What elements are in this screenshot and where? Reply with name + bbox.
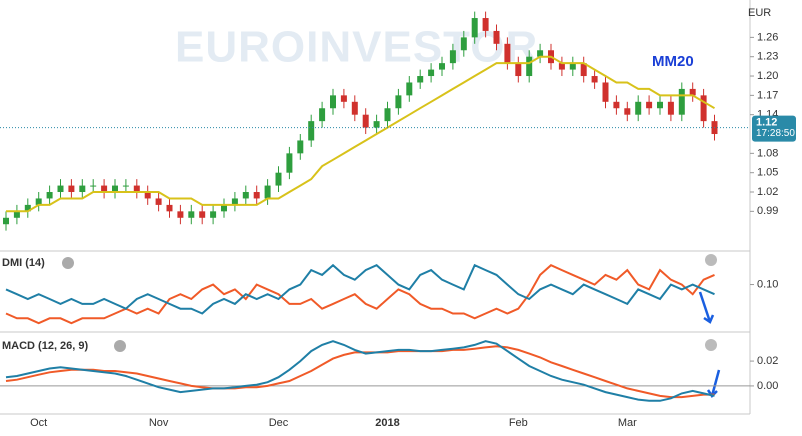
candle-body (602, 82, 609, 102)
candle-body (3, 217, 9, 225)
candle-body (275, 172, 282, 186)
currency-label: EUR (748, 7, 771, 19)
candle-body (667, 101, 674, 115)
candle-body (428, 69, 435, 77)
candle-body (482, 18, 489, 31)
annotation: MM20 (652, 53, 694, 70)
x-tick-label: Nov (149, 417, 169, 429)
settings-icon[interactable] (62, 257, 74, 269)
candle-body (188, 211, 195, 218)
candle-body (144, 192, 151, 199)
last-time-label: 17:28:50 (756, 128, 795, 139)
y-tick-label: 0.99 (757, 205, 778, 217)
candle-body (308, 121, 315, 141)
x-tick-label: Feb (509, 417, 528, 429)
settings-icon[interactable] (114, 340, 126, 352)
candle-body (221, 204, 227, 212)
candle-body (460, 37, 467, 51)
close-icon[interactable] (705, 254, 717, 266)
y-tick-label: 0.00 (757, 380, 778, 392)
x-tick-label: 2018 (375, 417, 399, 429)
candle-body (79, 185, 86, 193)
candle-body (253, 192, 260, 199)
candle-body (558, 63, 565, 70)
candle-body (569, 63, 576, 70)
candle-body (122, 185, 129, 187)
candle-body (46, 192, 53, 199)
line-series (5, 264, 715, 325)
candle-body (112, 185, 118, 193)
candle-body (580, 63, 587, 77)
y-tick-label: 1.05 (757, 167, 778, 179)
candle-body (264, 185, 271, 199)
y-tick-label: 1.02 (757, 186, 778, 198)
candle-body (657, 101, 663, 109)
candle-body (101, 185, 108, 193)
candle-body (286, 153, 293, 173)
candle-body (319, 108, 326, 122)
candle-body (166, 204, 173, 212)
candle-body (242, 192, 249, 199)
candle-body (493, 30, 500, 44)
x-tick-label: Mar (618, 417, 637, 429)
panel-title: DMI (14) (2, 257, 45, 269)
candle-body (613, 101, 620, 109)
candle-body (526, 56, 533, 77)
candle-body (406, 82, 413, 96)
x-tick-label: Oct (30, 417, 47, 429)
panel-title: MACD (12, 26, 9) (2, 340, 89, 352)
candle-body (199, 211, 206, 218)
line-series (5, 340, 715, 402)
candle-body (635, 101, 642, 115)
candle-body (177, 211, 184, 218)
candle-body (678, 88, 685, 115)
candle-body (700, 95, 707, 122)
candle-body (624, 108, 631, 115)
candle-body (689, 88, 696, 96)
y-tick-label: 1.08 (757, 147, 778, 159)
candle-body (35, 198, 42, 205)
candle-body (340, 95, 347, 102)
y-tick-label: 0.10 (757, 278, 778, 290)
arrow (698, 291, 715, 324)
y-tick-label: 1.26 (757, 31, 778, 43)
line-series (6, 55, 716, 213)
candle-body (439, 63, 445, 70)
candle-body (362, 114, 369, 128)
candle-body (231, 198, 238, 205)
candle-body (24, 204, 31, 212)
candle-body (330, 95, 336, 109)
candle-body (591, 76, 598, 83)
close-icon[interactable] (705, 339, 717, 351)
candle-body (515, 63, 522, 77)
candle-body (155, 198, 162, 205)
candle-body (57, 185, 64, 193)
candle-body (13, 211, 20, 218)
candle-body (537, 50, 544, 57)
candle-body (90, 185, 97, 187)
candle-body (417, 76, 424, 83)
candle-body (384, 108, 391, 122)
candle-body (504, 43, 511, 64)
candle-body (133, 185, 140, 193)
candle-body (395, 95, 402, 109)
candle-body (646, 101, 653, 109)
y-tick-label: 0.02 (757, 355, 778, 367)
y-tick-label: 1.17 (757, 89, 778, 101)
y-tick-label: 1.23 (757, 51, 778, 63)
candle-body (297, 140, 304, 154)
candle-body (351, 101, 358, 115)
candle-body (68, 185, 75, 193)
y-tick-label: 1.20 (757, 70, 778, 82)
candle-body (449, 50, 456, 64)
candle-body (210, 211, 217, 218)
price-tag (752, 115, 796, 142)
candle-body (471, 18, 478, 38)
candle-body (373, 121, 380, 128)
x-tick-label: Dec (269, 417, 289, 429)
line-series (5, 263, 715, 315)
last-price-label: 1.12 (756, 116, 777, 128)
